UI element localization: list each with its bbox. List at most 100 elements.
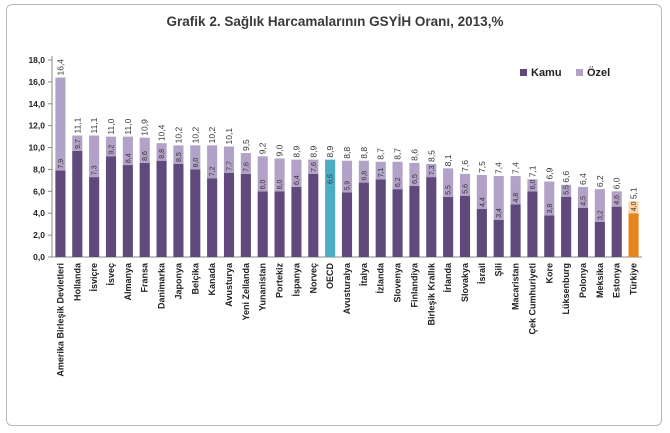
data-label-kamu: 4,8: [513, 193, 520, 203]
bars: [55, 77, 639, 257]
data-label-total: 10,9: [140, 119, 150, 136]
bar-kamu: [72, 150, 83, 257]
y-tick-label: 12,0: [28, 121, 45, 131]
legend: Kamu Özel: [520, 66, 610, 79]
category-label: Belçika: [190, 262, 200, 295]
data-label-kamu: 7,9: [58, 159, 65, 169]
bar-ozel: [577, 186, 589, 208]
data-label-total: 10,2: [190, 127, 200, 144]
data-label-kamu: 5,5: [564, 185, 571, 195]
data-label-kamu: 9,2: [109, 144, 116, 154]
data-label-total: 8,9: [308, 146, 318, 158]
data-label-total: 10,4: [157, 124, 167, 141]
category-label: Yeni Zellanda: [241, 262, 251, 321]
data-label-total: 6,2: [595, 175, 605, 187]
bar-ozel: [105, 136, 117, 157]
data-label-total: 8,7: [376, 148, 386, 160]
category-label: Slovakya: [460, 262, 470, 302]
data-label-total: 6,0: [612, 177, 622, 189]
bar-ozel: [156, 143, 167, 161]
category-label: Almanya: [123, 262, 133, 301]
category-label: Avusturalya: [342, 262, 352, 314]
bar-kamu: [223, 172, 235, 257]
bar-ozel: [628, 201, 639, 214]
data-label-kamu: 7,3: [92, 165, 99, 175]
bar-kamu: [89, 177, 100, 257]
bar-kamu: [207, 178, 218, 257]
data-label-kamu: 6,5: [412, 174, 419, 184]
bar-ozel: [409, 162, 420, 186]
data-label-total: 8,7: [393, 148, 403, 160]
data-label-kamu: 6,4: [294, 175, 301, 185]
category-label: Kore: [544, 263, 554, 284]
category-label: İtalya: [359, 262, 369, 286]
bar-kamu: [291, 186, 302, 257]
category-label: Şili: [494, 263, 504, 277]
bar-kamu: [459, 195, 471, 257]
data-label-kamu: 7,1: [378, 167, 385, 177]
data-label-total: 6,6: [561, 171, 571, 183]
y-tick-label: 2,0: [33, 230, 45, 240]
data-label-total: 8,9: [291, 146, 301, 158]
data-label-kamu: 7,2: [210, 166, 217, 176]
category-label: Yunanistan: [258, 263, 268, 311]
data-label-kamu: 5,5: [446, 185, 453, 195]
data-label-total: 5,1: [629, 187, 639, 199]
bar-kamu: [308, 173, 319, 257]
category-label: Avusturya: [224, 262, 234, 307]
category-label: Amerika Birleşik Devletleri: [55, 263, 65, 377]
data-label-total: 10,2: [173, 127, 183, 144]
data-label-kamu: 6,0: [277, 179, 284, 189]
data-label-kamu: 8,4: [125, 153, 132, 163]
data-label-total: 7,4: [494, 162, 504, 174]
category-label: Hollanda: [72, 262, 82, 301]
bar-ozel: [493, 176, 504, 220]
data-label-total: 7,4: [511, 162, 521, 174]
y-tick-label: 10,0: [28, 143, 45, 153]
category-label: Portekiz: [275, 263, 285, 299]
bar-ozel: [55, 77, 66, 171]
bar-ozel: [325, 159, 336, 186]
category-label: Kanada: [207, 262, 217, 296]
y-tick-label: 0,0: [33, 252, 45, 262]
data-label-kamu: 5,9: [345, 181, 352, 191]
bar-kamu: [628, 213, 639, 257]
bar-ozel: [375, 161, 386, 180]
bar-ozel: [122, 136, 133, 166]
y-tick-label: 16,0: [28, 77, 45, 87]
bar-ozel: [611, 191, 622, 207]
data-label-total: 6,9: [544, 167, 554, 179]
bar-ozel: [190, 145, 201, 170]
data-label-kamu: 8,5: [176, 152, 183, 162]
category-label: Fransa: [140, 262, 150, 293]
data-label-total: 11,1: [72, 117, 82, 133]
bar-kamu: [527, 191, 538, 257]
data-label-total: 9,5: [241, 139, 251, 151]
bar-ozel: [72, 135, 83, 151]
y-tick-label: 4,0: [33, 208, 45, 218]
data-label-kamu: 3,2: [597, 210, 604, 220]
data-label-total: 11,1: [89, 117, 99, 133]
data-label-kamu: 5,6: [463, 184, 470, 194]
bar-ozel: [426, 163, 437, 178]
data-label-kamu: 7,6: [243, 162, 250, 172]
bar-ozel: [207, 145, 218, 179]
data-label-total: 8,5: [426, 150, 436, 162]
legend-label-kamu: Kamu: [531, 67, 562, 79]
bar-ozel: [308, 159, 319, 174]
bar-kamu: [510, 204, 521, 257]
data-label-total: 7,6: [460, 160, 470, 172]
data-label-total: 6,4: [578, 173, 588, 185]
bar-ozel: [527, 179, 538, 192]
category-label: Slovenya: [393, 262, 403, 303]
data-label-total: 7,5: [477, 161, 487, 173]
bar-ozel: [358, 160, 369, 183]
legend-swatch-ozel: [576, 69, 583, 76]
bar-kamu: [122, 165, 133, 257]
bar-kamu: [392, 189, 403, 257]
category-label: İzlanda: [376, 262, 386, 294]
category-label: İsveç: [106, 263, 116, 286]
category-label: Polonya: [578, 262, 588, 298]
data-label-kamu: 6,0: [530, 179, 537, 189]
bar-kamu: [240, 173, 251, 257]
